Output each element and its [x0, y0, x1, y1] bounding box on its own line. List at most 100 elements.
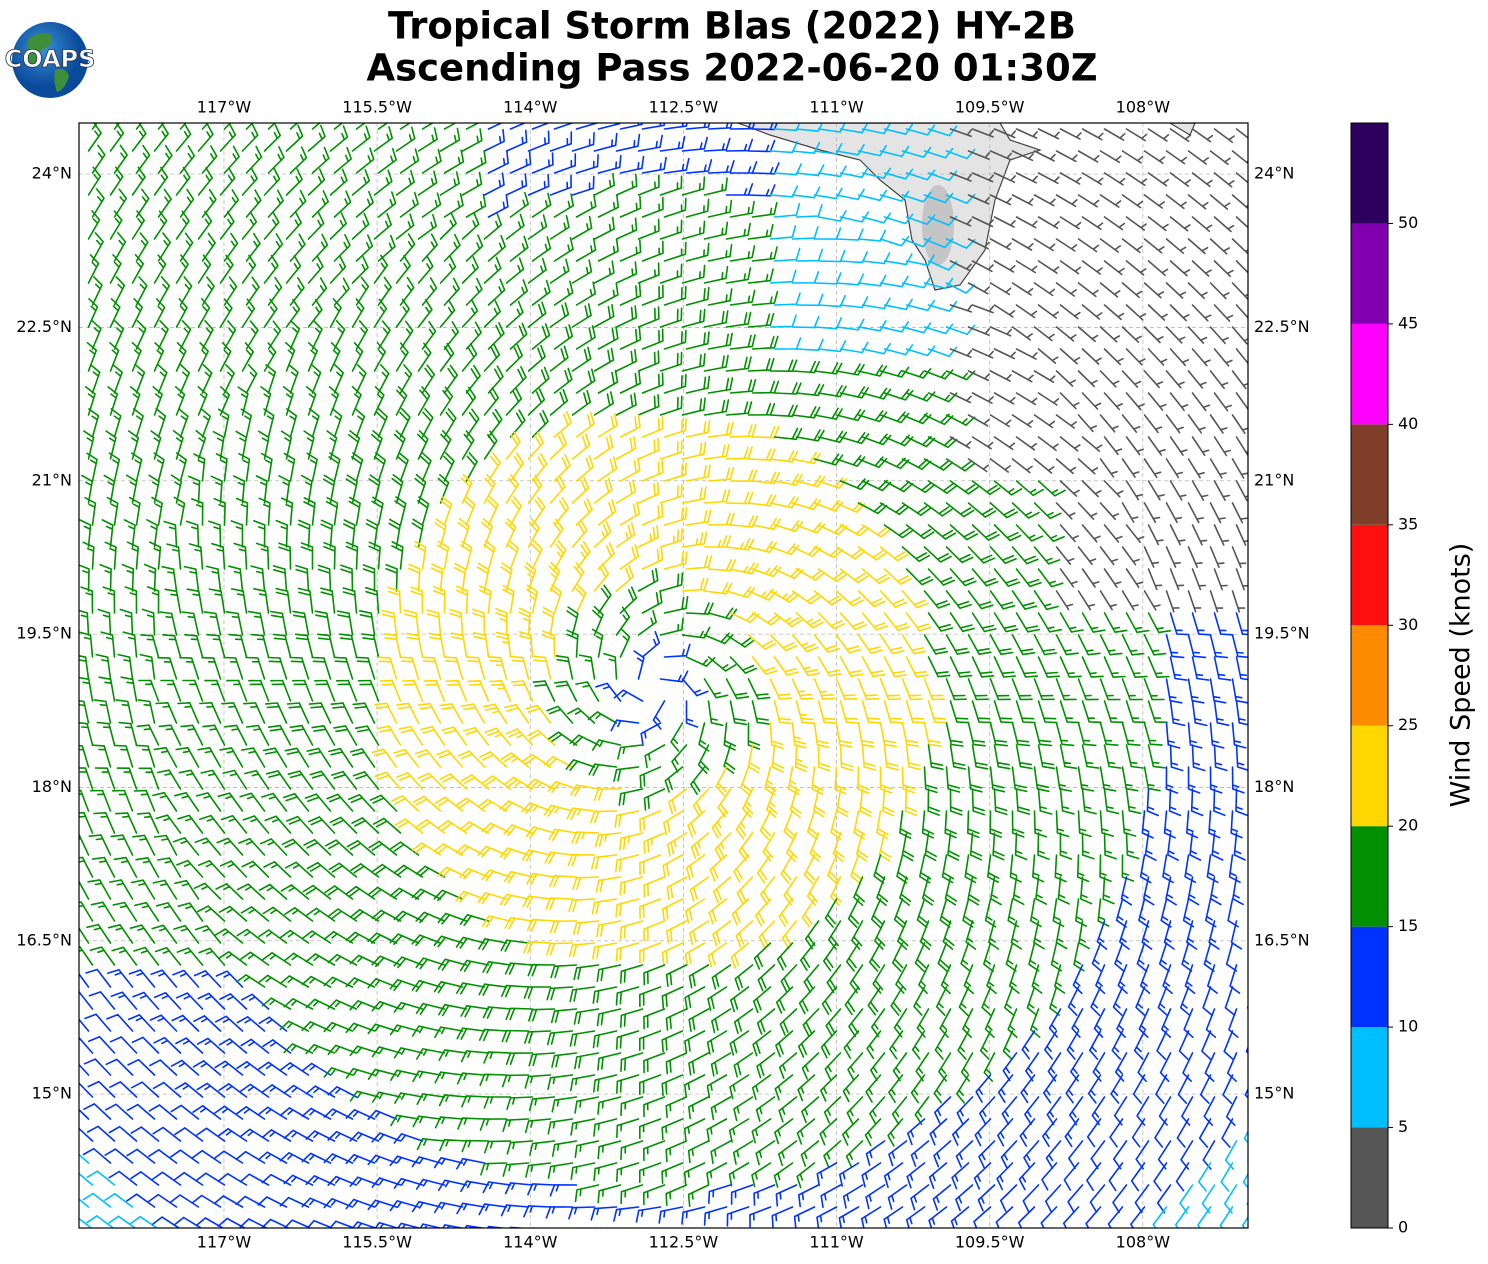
wind-barb — [1080, 876, 1093, 905]
wind-barb — [766, 788, 778, 818]
wind-barb — [175, 166, 191, 196]
wind-barb — [457, 518, 470, 548]
wind-barb — [1012, 876, 1025, 906]
wind-barb — [847, 898, 860, 928]
wind-barb — [527, 173, 550, 196]
wind-barb — [411, 1200, 442, 1213]
wind-barb — [549, 518, 564, 548]
wind-barb — [241, 860, 270, 878]
wind-barb — [687, 1184, 710, 1207]
wind-barb — [867, 986, 882, 1016]
wind-barb — [131, 123, 147, 152]
wind-barb — [258, 1061, 288, 1076]
wind-barb — [725, 267, 752, 284]
wind-barb — [1103, 392, 1124, 411]
wind-barb — [813, 362, 843, 375]
wind-barb — [615, 261, 638, 284]
wind-barb — [839, 568, 869, 584]
wind-barb — [753, 942, 772, 970]
wind-barb — [1015, 524, 1044, 542]
wind-barb — [1004, 986, 1015, 1016]
wind-barb — [1259, 569, 1271, 590]
wind-barb — [1169, 172, 1191, 187]
wind-barb — [1174, 1206, 1190, 1228]
wind-barb — [1177, 1074, 1190, 1104]
wind-barb — [1255, 723, 1268, 748]
wind-barb — [1169, 700, 1186, 727]
wind-barb — [703, 582, 733, 595]
wind-barb — [330, 702, 354, 724]
wind-barb — [309, 770, 336, 790]
wind-barb — [283, 1174, 314, 1186]
wind-barb — [575, 123, 599, 130]
wind-barb — [923, 546, 952, 563]
colorbar-tick-label: 35 — [1398, 514, 1418, 533]
wind-barb — [571, 346, 592, 372]
wind-barb — [109, 298, 121, 328]
wind-barb — [1184, 964, 1196, 994]
wind-barb — [857, 590, 886, 608]
wind-barb — [1103, 788, 1120, 815]
wind-barb — [109, 254, 122, 284]
wind-barb — [901, 236, 932, 248]
wind-barb — [376, 408, 388, 438]
wind-barb — [901, 766, 916, 794]
wind-barb — [597, 542, 615, 570]
wind-barb — [615, 1030, 640, 1050]
wind-barb — [971, 656, 995, 678]
wind-barb — [107, 968, 134, 988]
wind-barb — [730, 986, 750, 1013]
wind-barb — [327, 953, 358, 966]
wind-barb — [751, 162, 780, 175]
wind-barb — [477, 892, 508, 905]
wind-barb — [865, 1074, 882, 1103]
wind-barb — [857, 274, 887, 287]
wind-barb — [355, 147, 375, 174]
wind-barb — [279, 1196, 310, 1208]
wind-barb — [100, 631, 116, 658]
wind-barb — [662, 854, 684, 878]
wind-barb — [1011, 810, 1025, 838]
wind-barb — [1077, 414, 1097, 433]
wind-barb — [545, 897, 574, 910]
wind-barb — [747, 744, 761, 774]
wind-barb — [396, 452, 409, 482]
wind-barb — [1169, 480, 1187, 501]
wind-barb — [1107, 1206, 1124, 1228]
wind-barb — [1209, 370, 1229, 389]
wind-barb — [888, 1140, 908, 1167]
wind-barb — [152, 386, 163, 416]
wind-barb — [1219, 1206, 1234, 1228]
wind-barb — [394, 496, 407, 526]
wind-barb — [615, 392, 637, 416]
wind-barb — [286, 408, 298, 438]
wind-barb — [1169, 348, 1190, 367]
wind-barb — [795, 204, 823, 218]
wind-barb — [927, 436, 958, 449]
wind-barb — [437, 958, 468, 971]
wind-barb — [707, 700, 724, 727]
wind-barb — [573, 1229, 599, 1241]
wind-barb — [1059, 172, 1082, 185]
wind-barb — [1121, 194, 1144, 209]
wind-barb — [434, 1071, 464, 1084]
wind-barb — [927, 480, 957, 494]
wind-barb — [751, 380, 780, 394]
wind-barb — [505, 344, 523, 372]
wind-barb — [1143, 458, 1162, 479]
wind-barb — [1165, 150, 1188, 165]
wind-barb — [151, 1216, 181, 1228]
wind-barb — [484, 1140, 512, 1154]
wind-barb — [487, 408, 503, 438]
wind-barb — [368, 840, 398, 856]
wind-barb — [245, 189, 262, 218]
wind-barb — [390, 1114, 420, 1127]
wind-barb — [459, 914, 490, 927]
wind-barb — [202, 724, 226, 746]
wind-barb — [1167, 832, 1179, 861]
wind-barb — [945, 148, 976, 160]
wind-barb — [443, 452, 455, 482]
wind-barb — [659, 307, 683, 328]
wind-barb — [1077, 458, 1099, 475]
wind-barb — [641, 631, 661, 658]
